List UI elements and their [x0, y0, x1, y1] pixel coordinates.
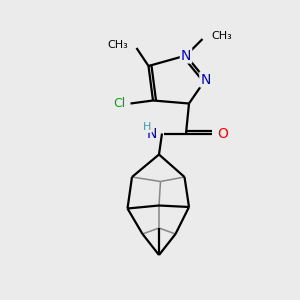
- Text: Cl: Cl: [114, 97, 126, 110]
- Text: N: N: [147, 127, 158, 140]
- Text: N: N: [200, 73, 211, 86]
- Text: O: O: [218, 127, 228, 140]
- Text: CH₃: CH₃: [107, 40, 128, 50]
- Text: H: H: [143, 122, 151, 132]
- Text: N: N: [181, 49, 191, 62]
- Text: CH₃: CH₃: [211, 31, 232, 41]
